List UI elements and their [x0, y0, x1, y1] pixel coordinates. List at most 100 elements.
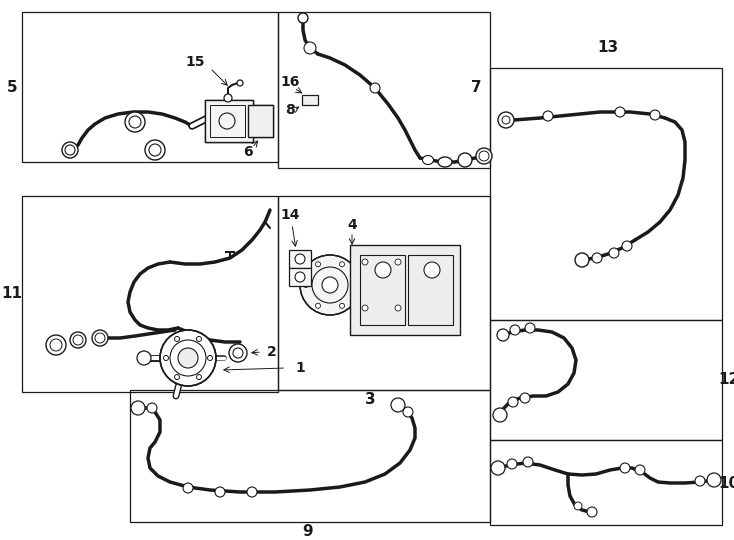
Circle shape [197, 375, 202, 380]
Circle shape [403, 407, 413, 417]
Bar [289, 268, 311, 286]
Circle shape [208, 355, 213, 361]
Bar [360, 255, 405, 325]
Circle shape [178, 348, 198, 368]
Circle shape [70, 332, 86, 348]
Circle shape [183, 483, 193, 493]
Text: 2: 2 [267, 345, 277, 359]
Circle shape [131, 401, 145, 415]
Circle shape [543, 111, 553, 121]
Circle shape [298, 13, 308, 23]
Circle shape [523, 457, 533, 467]
Circle shape [525, 323, 535, 333]
Circle shape [574, 502, 582, 510]
Circle shape [300, 255, 360, 315]
Bar [205, 100, 253, 142]
Text: 8: 8 [285, 103, 295, 117]
Circle shape [352, 282, 357, 287]
Circle shape [316, 303, 321, 308]
Text: 6: 6 [243, 145, 252, 159]
Circle shape [622, 241, 632, 251]
Circle shape [370, 83, 380, 93]
Bar [248, 105, 273, 137]
Circle shape [650, 110, 660, 120]
Bar [130, 390, 490, 522]
Bar [278, 196, 490, 390]
Circle shape [498, 112, 514, 128]
Circle shape [391, 398, 405, 412]
Circle shape [175, 375, 180, 380]
Circle shape [197, 336, 202, 341]
Text: 4: 4 [347, 218, 357, 232]
Text: 14: 14 [280, 208, 299, 222]
Circle shape [160, 330, 216, 386]
Circle shape [295, 272, 305, 282]
Text: 15: 15 [185, 55, 205, 69]
Text: 13: 13 [597, 40, 619, 56]
Circle shape [424, 262, 440, 278]
Circle shape [340, 262, 344, 267]
Bar [490, 320, 722, 440]
Circle shape [493, 408, 507, 422]
Circle shape [125, 112, 145, 132]
Circle shape [458, 153, 472, 167]
Circle shape [695, 476, 705, 486]
Ellipse shape [438, 157, 452, 167]
Circle shape [340, 303, 344, 308]
Circle shape [164, 355, 169, 361]
Circle shape [510, 325, 520, 335]
Circle shape [575, 253, 589, 267]
Text: 1: 1 [295, 361, 305, 375]
Text: 16: 16 [280, 75, 299, 89]
Circle shape [491, 461, 505, 475]
Circle shape [215, 487, 225, 497]
Bar [408, 255, 453, 325]
Circle shape [497, 329, 509, 341]
Circle shape [46, 335, 66, 355]
Circle shape [395, 259, 401, 265]
Bar [289, 250, 311, 268]
Bar [22, 12, 278, 162]
Text: 10: 10 [719, 476, 734, 490]
Circle shape [620, 463, 630, 473]
Circle shape [147, 403, 157, 413]
Circle shape [322, 277, 338, 293]
Text: 3: 3 [365, 393, 375, 408]
Circle shape [587, 507, 597, 517]
Bar [490, 68, 722, 320]
Bar [278, 12, 490, 168]
Circle shape [295, 254, 305, 264]
Circle shape [137, 351, 151, 365]
Circle shape [237, 80, 243, 86]
Circle shape [375, 262, 391, 278]
Circle shape [247, 487, 257, 497]
Circle shape [304, 42, 316, 54]
Bar [350, 245, 460, 335]
Circle shape [592, 253, 602, 263]
Circle shape [507, 459, 517, 469]
Bar [210, 105, 245, 137]
Circle shape [92, 330, 108, 346]
Circle shape [476, 148, 492, 164]
Circle shape [362, 259, 368, 265]
Circle shape [224, 94, 232, 102]
Circle shape [62, 142, 78, 158]
Circle shape [615, 107, 625, 117]
Text: 9: 9 [302, 524, 313, 539]
Bar [302, 95, 318, 105]
Text: 7: 7 [470, 79, 482, 94]
Ellipse shape [423, 156, 434, 165]
Text: 11: 11 [1, 287, 23, 301]
Circle shape [362, 305, 368, 311]
Circle shape [707, 473, 721, 487]
Circle shape [303, 282, 308, 287]
Circle shape [229, 344, 247, 362]
Circle shape [145, 140, 165, 160]
Bar [490, 440, 722, 525]
Circle shape [316, 262, 321, 267]
Circle shape [520, 393, 530, 403]
Circle shape [609, 248, 619, 258]
Text: 12: 12 [719, 373, 734, 388]
Circle shape [635, 465, 645, 475]
Text: 5: 5 [7, 79, 18, 94]
